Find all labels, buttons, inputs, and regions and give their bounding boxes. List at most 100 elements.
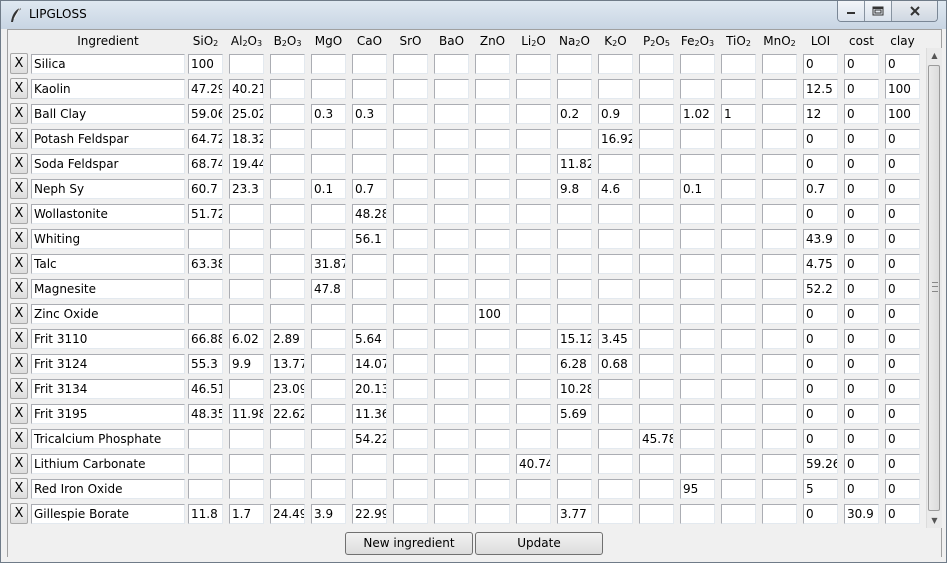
value-field-li2o[interactable]: [516, 429, 551, 449]
value-field-sro[interactable]: [393, 379, 428, 399]
value-field-zno[interactable]: [475, 504, 510, 524]
value-field-zno[interactable]: [475, 54, 510, 74]
value-field-zno[interactable]: [475, 479, 510, 499]
value-field-b2o3[interactable]: [270, 304, 305, 324]
value-field-li2o[interactable]: [516, 79, 551, 99]
value-field-p2o5[interactable]: [639, 179, 674, 199]
value-field-bao[interactable]: [434, 254, 469, 274]
value-field-mno2[interactable]: [762, 479, 797, 499]
value-field-p2o5[interactable]: [639, 404, 674, 424]
value-field-loi[interactable]: 0: [803, 354, 838, 374]
value-field-b2o3[interactable]: 23.09: [270, 379, 305, 399]
value-field-sio2[interactable]: 11.8: [188, 504, 223, 524]
maximize-button[interactable]: [865, 1, 892, 21]
value-field-sio2[interactable]: [188, 229, 223, 249]
value-field-fe2o3[interactable]: [680, 229, 715, 249]
value-field-sro[interactable]: [393, 479, 428, 499]
value-field-k2o[interactable]: 0.9: [598, 104, 633, 124]
value-field-li2o[interactable]: [516, 154, 551, 174]
delete-row-button[interactable]: X: [10, 278, 28, 299]
value-field-sio2[interactable]: 60.7: [188, 179, 223, 199]
value-field-clay[interactable]: 0: [885, 454, 920, 474]
value-field-p2o5[interactable]: [639, 479, 674, 499]
value-field-mgo[interactable]: [311, 154, 346, 174]
value-field-bao[interactable]: [434, 379, 469, 399]
value-field-mgo[interactable]: 3.9: [311, 504, 346, 524]
ingredient-name-field[interactable]: Ball Clay: [31, 104, 185, 124]
value-field-cost[interactable]: 30.9: [844, 504, 879, 524]
value-field-mgo[interactable]: [311, 329, 346, 349]
value-field-fe2o3[interactable]: [680, 304, 715, 324]
value-field-cost[interactable]: 0: [844, 429, 879, 449]
value-field-sio2[interactable]: [188, 479, 223, 499]
ingredient-name-field[interactable]: Frit 3195: [31, 404, 185, 424]
value-field-tio2[interactable]: [721, 254, 756, 274]
value-field-bao[interactable]: [434, 129, 469, 149]
value-field-sro[interactable]: [393, 304, 428, 324]
value-field-cost[interactable]: 0: [844, 104, 879, 124]
value-field-p2o5[interactable]: 45.78: [639, 429, 674, 449]
value-field-na2o[interactable]: [557, 79, 592, 99]
value-field-al2o3[interactable]: [229, 429, 264, 449]
value-field-tio2[interactable]: [721, 79, 756, 99]
value-field-cao[interactable]: [352, 154, 387, 174]
value-field-sro[interactable]: [393, 504, 428, 524]
value-field-clay[interactable]: 0: [885, 179, 920, 199]
value-field-cost[interactable]: 0: [844, 54, 879, 74]
value-field-p2o5[interactable]: [639, 54, 674, 74]
value-field-cost[interactable]: 0: [844, 229, 879, 249]
value-field-al2o3[interactable]: 6.02: [229, 329, 264, 349]
value-field-mgo[interactable]: [311, 79, 346, 99]
delete-row-button[interactable]: X: [10, 178, 28, 199]
value-field-bao[interactable]: [434, 54, 469, 74]
value-field-al2o3[interactable]: 19.44: [229, 154, 264, 174]
value-field-sio2[interactable]: [188, 429, 223, 449]
value-field-b2o3[interactable]: [270, 479, 305, 499]
value-field-al2o3[interactable]: [229, 204, 264, 224]
ingredient-name-field[interactable]: Silica: [31, 54, 185, 74]
scroll-thumb[interactable]: [928, 65, 940, 511]
value-field-tio2[interactable]: [721, 129, 756, 149]
value-field-sio2[interactable]: 46.51: [188, 379, 223, 399]
value-field-sro[interactable]: [393, 404, 428, 424]
value-field-al2o3[interactable]: 25.02: [229, 104, 264, 124]
value-field-p2o5[interactable]: [639, 204, 674, 224]
value-field-b2o3[interactable]: [270, 179, 305, 199]
value-field-mno2[interactable]: [762, 254, 797, 274]
value-field-p2o5[interactable]: [639, 304, 674, 324]
value-field-k2o[interactable]: [598, 279, 633, 299]
value-field-bao[interactable]: [434, 354, 469, 374]
value-field-tio2[interactable]: [721, 379, 756, 399]
value-field-na2o[interactable]: 3.77: [557, 504, 592, 524]
value-field-na2o[interactable]: 9.8: [557, 179, 592, 199]
value-field-mno2[interactable]: [762, 279, 797, 299]
value-field-na2o[interactable]: [557, 129, 592, 149]
ingredient-name-field[interactable]: Talc: [31, 254, 185, 274]
value-field-cost[interactable]: 0: [844, 154, 879, 174]
value-field-k2o[interactable]: [598, 229, 633, 249]
value-field-sro[interactable]: [393, 229, 428, 249]
value-field-sio2[interactable]: 66.88: [188, 329, 223, 349]
value-field-b2o3[interactable]: 2.89: [270, 329, 305, 349]
value-field-sio2[interactable]: 63.38: [188, 254, 223, 274]
value-field-b2o3[interactable]: 22.62: [270, 404, 305, 424]
value-field-li2o[interactable]: [516, 404, 551, 424]
value-field-clay[interactable]: 0: [885, 229, 920, 249]
value-field-mno2[interactable]: [762, 429, 797, 449]
value-field-bao[interactable]: [434, 404, 469, 424]
value-field-tio2[interactable]: [721, 54, 756, 74]
value-field-fe2o3[interactable]: [680, 129, 715, 149]
value-field-mno2[interactable]: [762, 79, 797, 99]
ingredient-name-field[interactable]: Red Iron Oxide: [31, 479, 185, 499]
value-field-fe2o3[interactable]: 0.1: [680, 179, 715, 199]
value-field-cao[interactable]: [352, 279, 387, 299]
value-field-k2o[interactable]: [598, 429, 633, 449]
value-field-clay[interactable]: 0: [885, 504, 920, 524]
value-field-loi[interactable]: 0: [803, 54, 838, 74]
value-field-mgo[interactable]: 31.87: [311, 254, 346, 274]
value-field-cost[interactable]: 0: [844, 129, 879, 149]
value-field-mgo[interactable]: [311, 304, 346, 324]
value-field-na2o[interactable]: 5.69: [557, 404, 592, 424]
value-field-al2o3[interactable]: [229, 379, 264, 399]
value-field-li2o[interactable]: [516, 304, 551, 324]
